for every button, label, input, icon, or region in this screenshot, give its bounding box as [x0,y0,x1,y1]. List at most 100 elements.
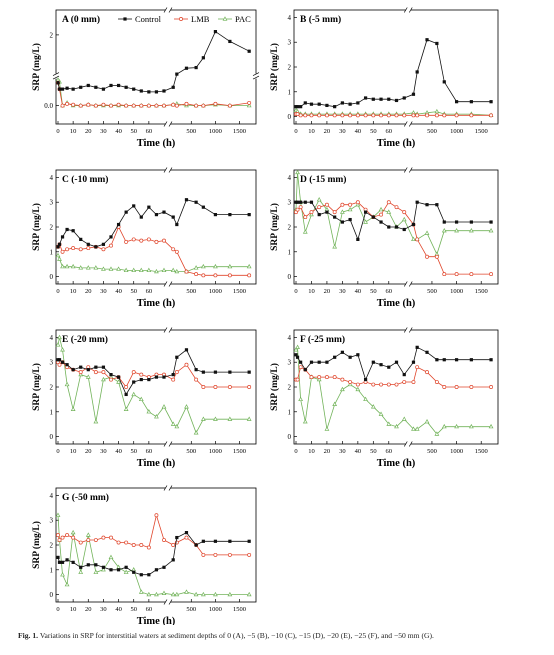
data-point [379,212,383,217]
data-point [488,227,494,233]
data-point [402,96,406,100]
data-point [154,103,159,108]
data-point [348,113,353,118]
axis-break-mark [252,72,260,76]
axis-break-mask [405,7,411,13]
data-point [340,202,345,207]
y-tick-label: 4 [50,334,54,342]
data-point [339,209,345,214]
x-axis-label: Time (h) [137,458,176,469]
data-point [295,355,300,359]
data-point [247,213,251,217]
data-point [57,334,62,340]
data-point [184,535,189,540]
data-point [78,569,84,574]
data-point [65,363,69,367]
data-point [171,215,175,219]
data-point [379,220,383,224]
data-point [302,418,308,424]
data-point [116,222,121,227]
data-point [170,421,176,426]
data-point [139,215,143,219]
axis-break-mark [403,281,408,287]
axis-break-mask [165,441,171,447]
data-point [70,263,76,269]
data-point [116,540,121,545]
data-point [86,102,91,107]
data-point [213,213,218,217]
x-tick-label: 60 [146,606,153,613]
data-point [227,416,233,421]
data-point [60,249,65,254]
data-point [469,220,473,224]
data-point [146,545,151,550]
data-point [79,365,83,369]
data-point [435,41,439,46]
axis-break-mark [163,485,168,491]
x-tick-label: 30 [100,606,107,613]
x-tick-label: 500 [427,448,437,455]
data-point [194,103,199,108]
x-tick-label: 0 [294,128,297,135]
axis-break-mask [165,485,171,491]
x-tick-label: 60 [146,128,153,135]
data-point [295,344,300,349]
data-point [101,567,106,572]
x-tick-label: 40 [115,128,122,135]
data-point [65,227,69,232]
data-point [65,558,69,562]
data-point [441,227,447,233]
y-tick-label: 3 [50,517,54,525]
data-point [86,538,91,542]
data-point [55,342,61,347]
data-point [227,385,232,389]
series-control [56,348,251,397]
data-point [333,355,337,359]
data-point [154,568,159,572]
x-tick-label: 30 [100,448,107,455]
y-tick-label: 0 [288,433,292,441]
x-tick-label: 0 [56,288,59,295]
data-point [71,102,76,107]
data-point [213,370,218,374]
data-point [93,418,99,424]
data-point [222,16,228,21]
caption-text: Variations in SRP for interstitial water… [39,631,434,640]
x-tick-label: 500 [427,288,437,295]
data-point [332,210,337,215]
data-point [294,353,298,357]
data-point [200,591,206,597]
data-point [171,373,175,377]
data-point [147,90,151,94]
series-pac [55,77,252,108]
data-point [401,416,407,421]
y-tick-label: 2 [50,542,54,550]
data-point [201,539,205,543]
data-point [386,200,391,205]
axis-break-mark [168,121,173,127]
data-point [109,535,113,540]
data-point [355,200,360,205]
data-point [174,268,180,274]
data-point [371,382,376,387]
data-point [162,89,166,93]
x-tick-label: 30 [339,128,346,135]
data-point [124,85,128,89]
data-point [316,197,322,202]
data-point [171,377,176,382]
x-tick-label: 50 [130,288,137,295]
data-point [394,225,399,229]
data-point [56,533,60,538]
data-point [101,376,106,382]
data-point [298,205,303,210]
data-point [147,377,151,382]
data-point [371,97,375,101]
data-point [363,210,368,214]
data-point [387,97,391,101]
data-point [402,113,407,118]
data-point [184,531,189,535]
data-point [201,205,205,209]
data-point [339,386,345,392]
data-point [347,206,353,212]
data-point [175,535,179,540]
